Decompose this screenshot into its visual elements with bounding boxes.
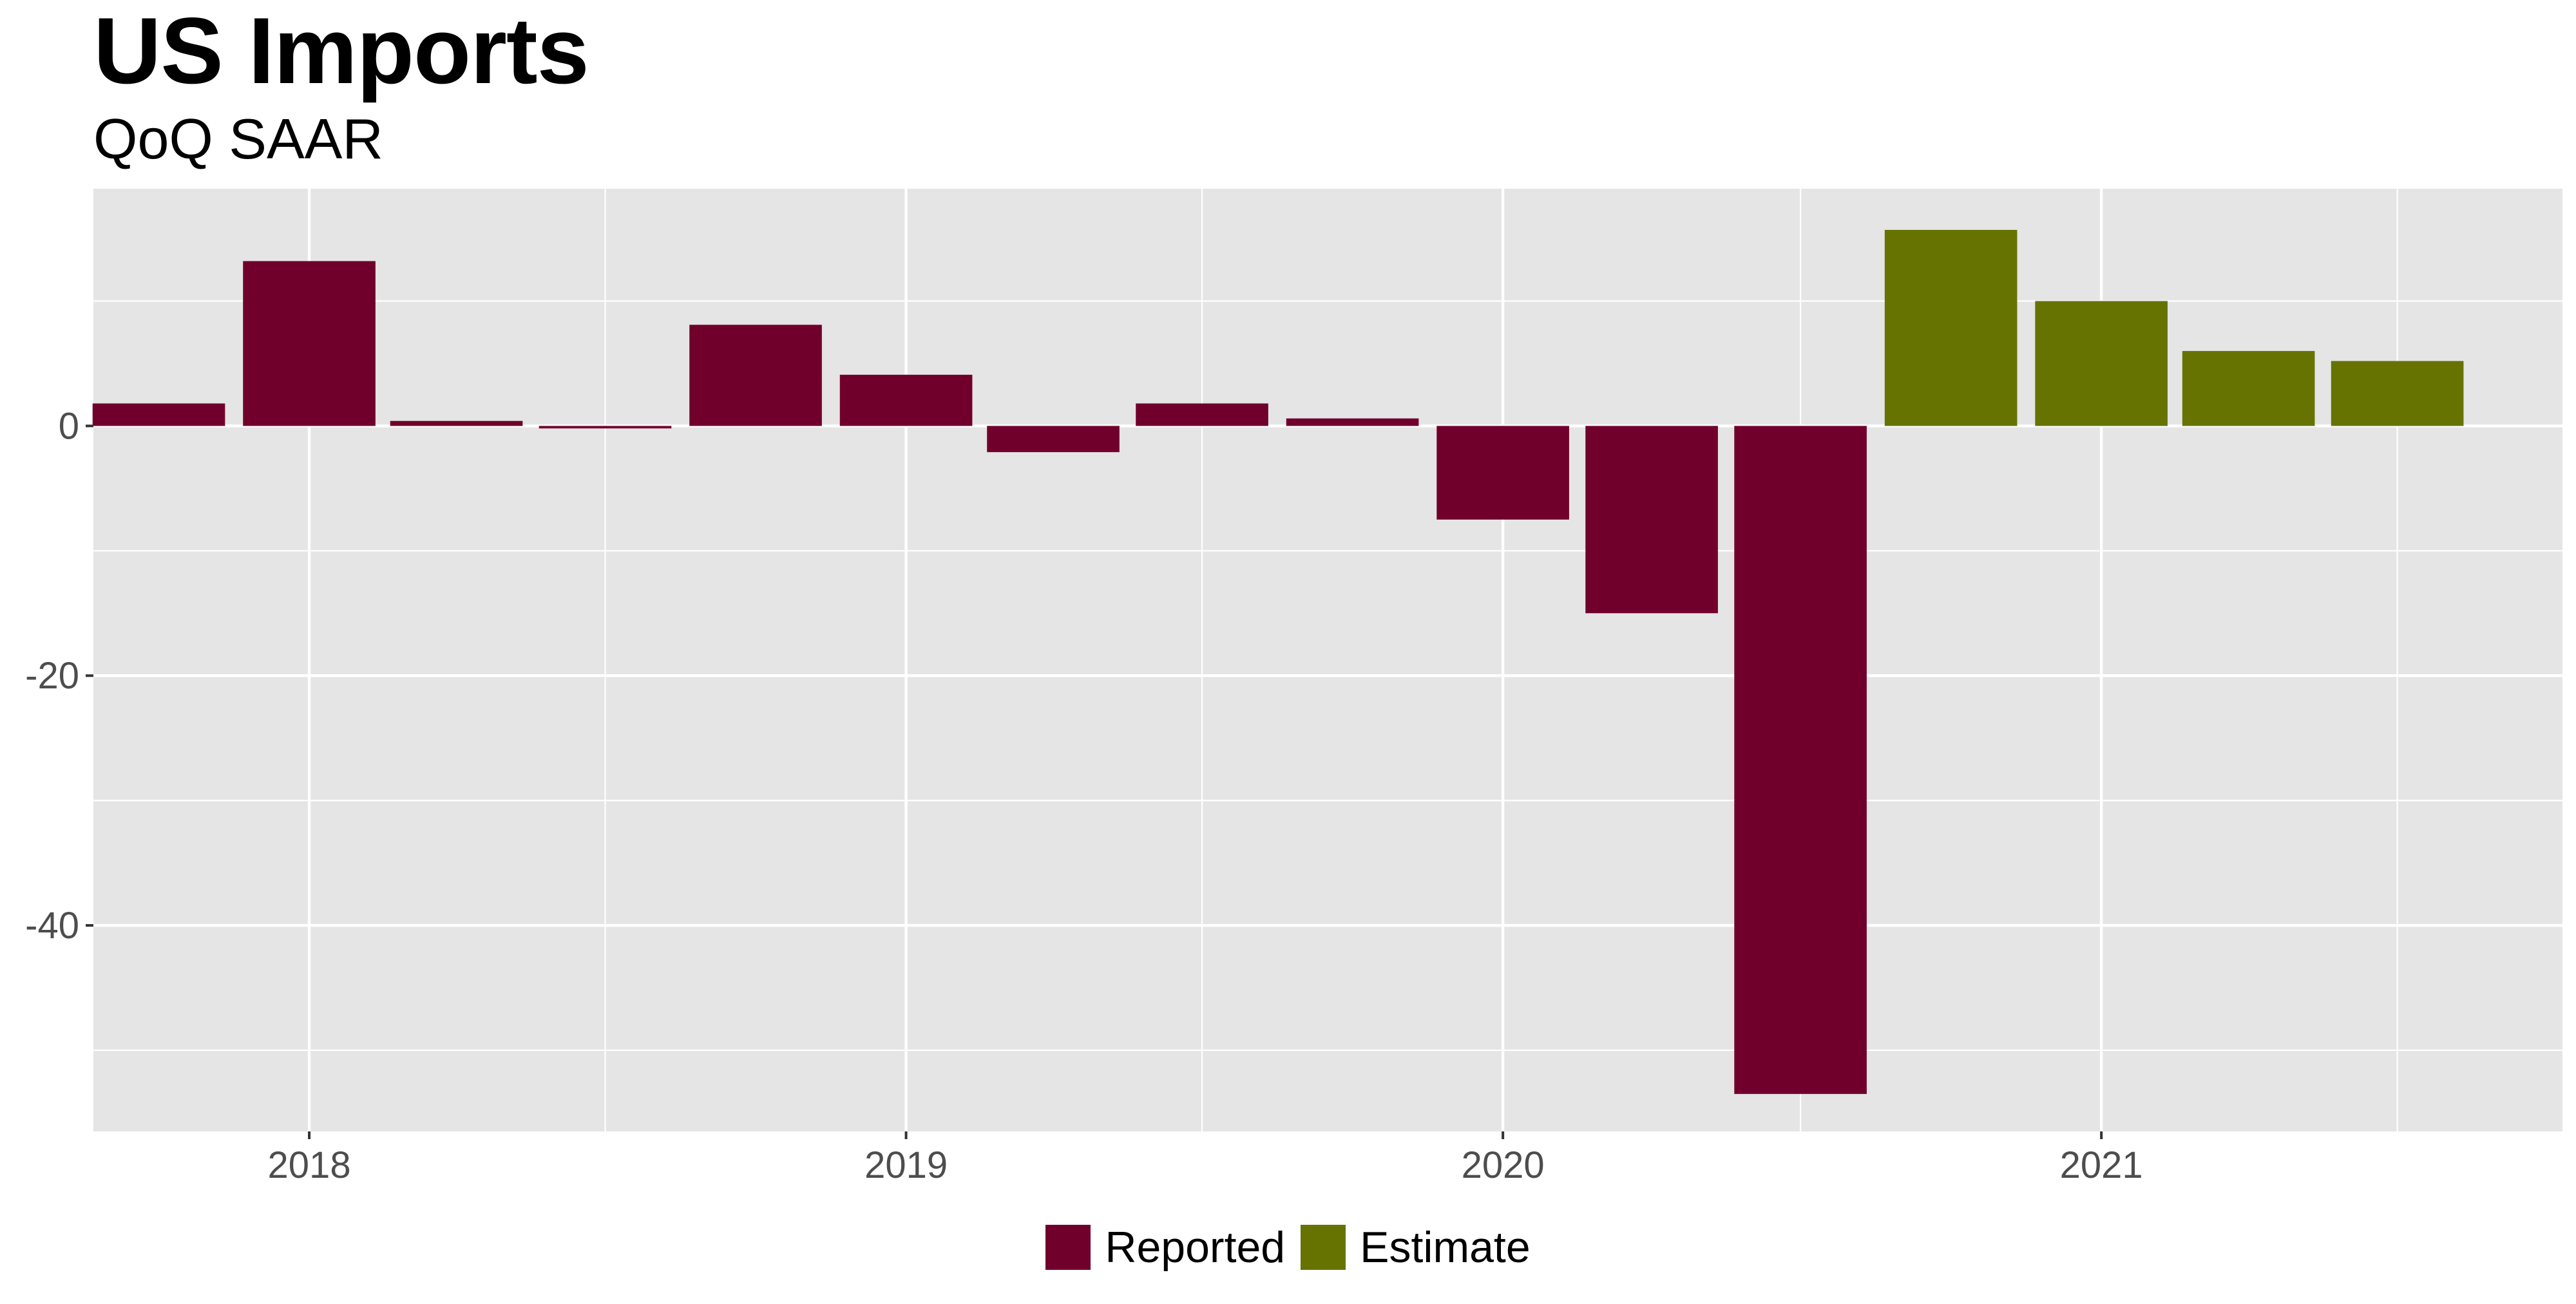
legend-item-reported: Reported bbox=[1045, 1225, 1285, 1270]
y-axis: 0 -20 -40 bbox=[25, 405, 93, 947]
x-tick-label: 2019 bbox=[864, 1144, 948, 1186]
legend: Reported Estimate bbox=[0, 1225, 2576, 1270]
bar-estimate-2021-04-01 bbox=[2182, 351, 2315, 426]
legend-item-estimate: Estimate bbox=[1301, 1225, 1531, 1270]
bar-reported-2020-07-01 bbox=[1734, 426, 1867, 1094]
bars bbox=[92, 229, 2464, 1094]
bar-reported-2019-04-01 bbox=[987, 426, 1120, 453]
x-tick-label: 2018 bbox=[268, 1144, 351, 1186]
bar-reported-2020-01-01 bbox=[1436, 426, 1569, 520]
bar-estimate-2021-01-01 bbox=[2035, 301, 2168, 426]
legend-key-estimate bbox=[1301, 1225, 1346, 1270]
legend-label-reported: Reported bbox=[1105, 1223, 1286, 1272]
plot-panel bbox=[93, 189, 2562, 1131]
y-tick-label: -20 bbox=[25, 655, 79, 697]
bar-estimate-2021-07-01 bbox=[2331, 361, 2464, 426]
bar-reported-2019-01-01 bbox=[839, 374, 973, 426]
bar-estimate-2020-10-01 bbox=[1884, 229, 2018, 426]
bar-reported-2017-10-01 bbox=[92, 403, 225, 426]
legend-label-estimate: Estimate bbox=[1360, 1223, 1531, 1272]
chart-title: US Imports bbox=[93, 0, 589, 103]
y-tick-label: 0 bbox=[59, 405, 79, 447]
x-axis: 2018 2019 2020 2021 bbox=[268, 1131, 2143, 1186]
chart-subtitle: QoQ SAAR bbox=[93, 107, 383, 171]
bar-reported-2018-01-01 bbox=[243, 261, 376, 426]
y-tick-label: -40 bbox=[25, 905, 79, 947]
bar-reported-2018-10-01 bbox=[689, 325, 822, 426]
bar-reported-2018-07-01 bbox=[539, 426, 672, 429]
bar-reported-2019-10-01 bbox=[1286, 418, 1419, 426]
legend-key-reported bbox=[1045, 1225, 1091, 1270]
x-tick-label: 2020 bbox=[1462, 1144, 1545, 1186]
bar-reported-2018-04-01 bbox=[390, 420, 523, 426]
bar-reported-2020-04-01 bbox=[1585, 426, 1718, 614]
x-tick-label: 2021 bbox=[2060, 1144, 2143, 1186]
bar-reported-2019-07-01 bbox=[1136, 403, 1268, 426]
